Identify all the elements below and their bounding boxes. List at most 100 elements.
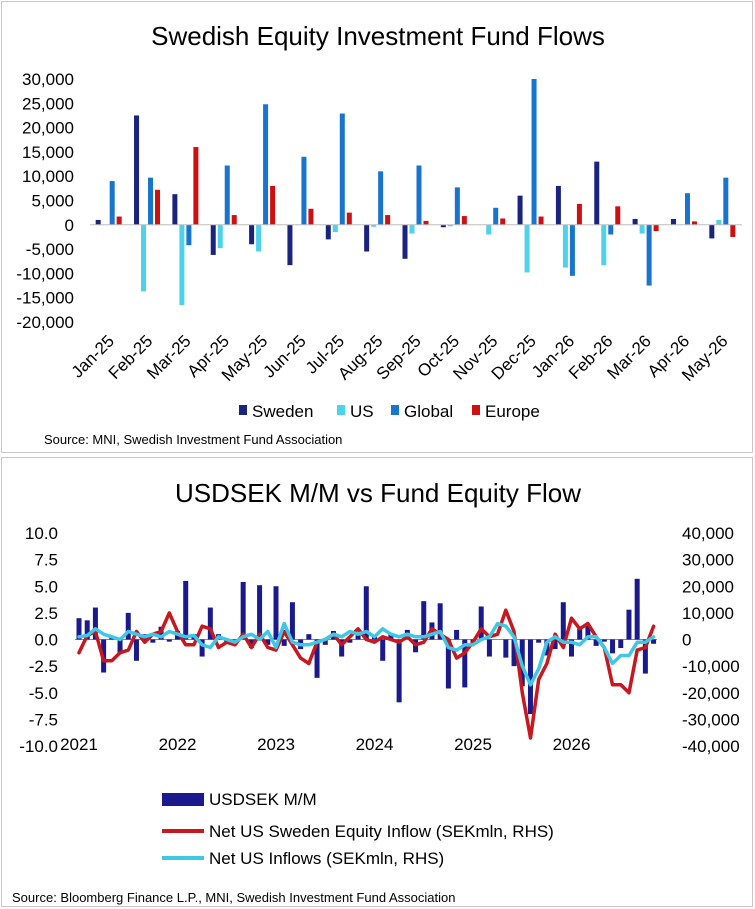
bar-global — [531, 79, 537, 225]
bar-sweden — [632, 218, 638, 225]
bar-global — [569, 224, 575, 276]
bar-us — [524, 224, 530, 273]
bar-us — [639, 224, 645, 234]
bar-europe — [653, 224, 659, 232]
bar-europe — [385, 215, 391, 225]
legend-label: US — [350, 402, 374, 421]
usdsek-bar — [265, 639, 271, 645]
bar-global — [148, 177, 154, 225]
bar-sweden — [517, 195, 523, 225]
usdsek-bar — [339, 639, 345, 657]
usdsek-bar — [183, 580, 189, 640]
x-tick-label: 2026 — [553, 735, 591, 754]
legend-swatch — [239, 405, 247, 415]
legend-swatch — [472, 405, 480, 415]
bar-europe — [270, 185, 276, 225]
bar-europe — [691, 221, 697, 225]
legend-label: Net US Inflows (SEKmln, RHS) — [209, 849, 444, 868]
usdsek-bar — [388, 634, 394, 640]
bar-europe — [500, 218, 506, 225]
bar-europe — [308, 208, 314, 225]
bar-us — [141, 224, 147, 292]
bar-sweden — [709, 224, 715, 239]
usdsek-bar — [240, 581, 246, 640]
bar-europe — [576, 203, 582, 225]
y-tick-label: -20,000 — [16, 313, 74, 332]
usdsek-bar — [651, 639, 657, 644]
usdsek-bar — [610, 639, 616, 654]
bar-global — [454, 187, 460, 225]
bar-sweden — [95, 219, 101, 225]
y-right-tick-label: 0 — [682, 631, 691, 650]
legend-label: Net US Sweden Equity Inflow (SEKmln, RHS… — [209, 822, 554, 841]
chart-title: USDSEK M/M vs Fund Equity Flow — [175, 478, 581, 508]
y-left-tick-label: -10.0 — [19, 737, 58, 756]
bar-europe — [538, 216, 544, 225]
x-tick-label: Mar-25 — [143, 331, 195, 383]
bar-global — [416, 165, 422, 225]
usdsek-bar — [363, 586, 369, 640]
y-tick-label: -10,000 — [16, 264, 74, 283]
bar-sweden — [402, 224, 408, 259]
bar-global — [301, 156, 307, 225]
legend-label: Global — [404, 402, 453, 421]
usdsek-chart-panel: USDSEK M/M vs Fund Equity Flow 10.0 7.5 5.… — [1, 457, 753, 907]
bar-europe — [423, 220, 429, 225]
usdsek-bar — [618, 639, 624, 649]
legend-label: Europe — [485, 402, 540, 421]
usdsek-bar — [454, 629, 460, 640]
bar-us — [601, 224, 607, 266]
usdsek-bar — [166, 639, 172, 642]
usdsek-bar — [322, 639, 328, 645]
usdsek-bar — [478, 606, 484, 640]
bar-europe — [346, 212, 352, 225]
y-left-tick-label: -7.5 — [29, 710, 58, 729]
y-right-tick-label: 40,000 — [682, 524, 734, 543]
usdsek-bar — [248, 639, 254, 649]
usdsek-bar — [133, 639, 139, 661]
legend-label: Sweden — [252, 402, 313, 421]
bar-global — [723, 177, 729, 225]
usdsek-bar — [462, 639, 468, 688]
bar-global — [186, 224, 192, 246]
usdsek-bar — [445, 639, 451, 689]
bar-global — [109, 181, 115, 225]
bar-sweden — [287, 224, 293, 266]
bar-sweden — [172, 194, 178, 225]
chart-title: Swedish Equity Investment Fund Flows — [151, 21, 605, 51]
bar-global — [378, 171, 384, 225]
usdsek-bar — [569, 639, 574, 657]
usdsek-bar — [560, 602, 566, 640]
bar-global — [646, 224, 652, 286]
bar-sweden — [134, 115, 140, 225]
bar-sweden — [555, 185, 561, 225]
usdsek-bar — [536, 639, 542, 643]
usdsek-bar — [117, 639, 123, 654]
legend-swatch — [337, 405, 345, 415]
chart-source: Source: Bloomberg Finance L.P., MNI, Swe… — [12, 890, 455, 905]
usdsek-bar — [421, 601, 427, 640]
legend-swatch — [162, 793, 204, 806]
bar-europe — [231, 215, 237, 225]
bar-us — [179, 224, 185, 305]
y-left-tick-label: -5.0 — [29, 684, 58, 703]
bar-us — [256, 224, 262, 252]
x-tick-label: 2023 — [257, 735, 295, 754]
y-tick-label: 0 — [65, 216, 74, 235]
usdsek-bar — [380, 639, 386, 661]
y-tick-label: 10,000 — [22, 167, 74, 186]
bar-sweden — [249, 224, 255, 245]
bar-us — [447, 224, 453, 227]
usdsek-bar — [92, 607, 98, 640]
bar-us — [371, 224, 377, 227]
usdsek-bar — [257, 585, 263, 640]
legend-label: USDSEK M/M — [209, 790, 317, 809]
y-tick-label: -5,000 — [26, 240, 74, 259]
bar-us — [716, 219, 722, 225]
bar-global — [608, 224, 614, 235]
usdsek-bar — [585, 624, 591, 640]
bar-us — [217, 224, 223, 249]
usdsek-bar — [593, 639, 599, 646]
bar-sweden — [670, 218, 676, 225]
bar-sweden — [325, 224, 331, 240]
